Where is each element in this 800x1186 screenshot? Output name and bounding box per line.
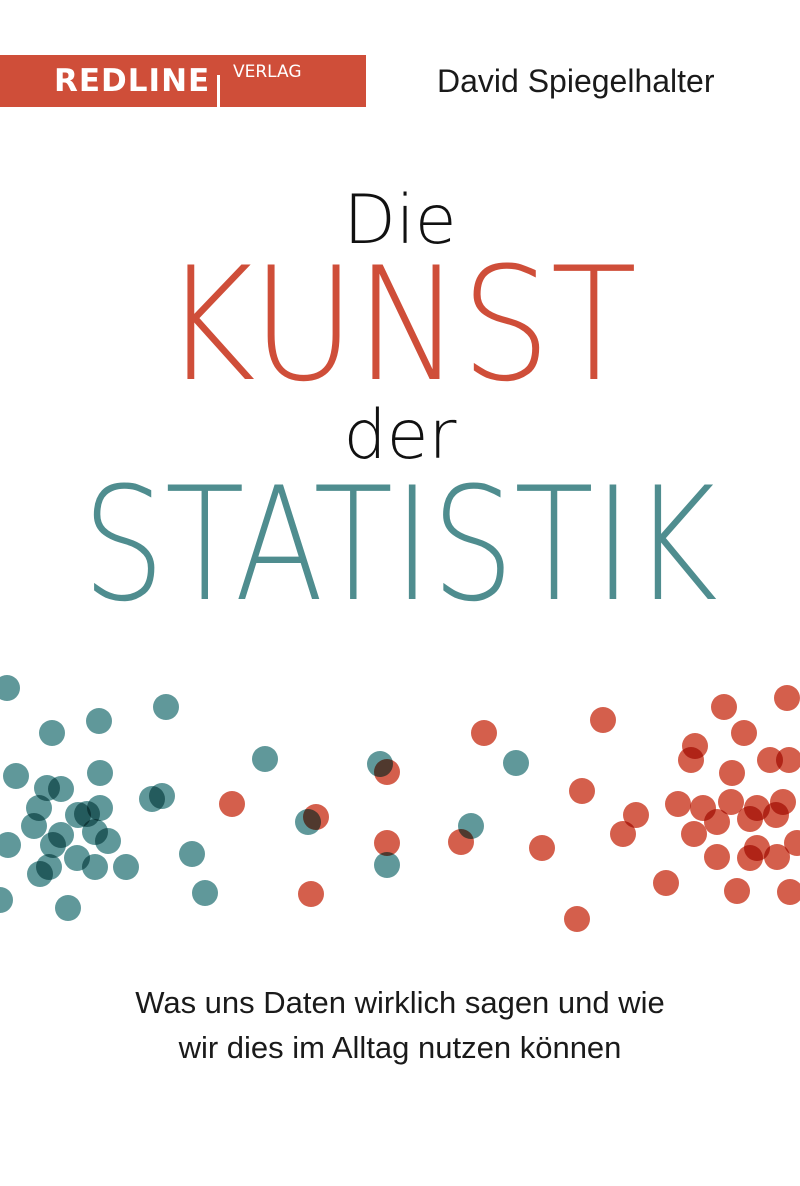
red-dot: [719, 760, 745, 786]
subtitle-line-2: wir dies im Alltag nutzen können: [178, 1030, 622, 1065]
publisher-imprint: VERLAG: [233, 62, 302, 82]
teal-dot: [48, 776, 74, 802]
red-dot: [623, 802, 649, 828]
title-line-kunst: KUNST: [163, 234, 637, 417]
red-dot: [529, 835, 555, 861]
author-name: David Spiegelhalter: [437, 63, 715, 99]
publisher-logo: REDLINE VERLAG: [0, 55, 366, 107]
red-dot: [737, 845, 763, 871]
title-line-statistik: STATISTIK: [82, 454, 718, 637]
red-dot: [763, 802, 789, 828]
logo-divider: [217, 75, 220, 107]
red-dot: [564, 906, 590, 932]
red-dot: [590, 707, 616, 733]
teal-dot: [153, 694, 179, 720]
red-dot: [298, 881, 324, 907]
teal-dot: [179, 841, 205, 867]
teal-dot: [82, 854, 108, 880]
red-dot: [665, 791, 691, 817]
red-dot: [777, 879, 800, 905]
red-dot: [774, 685, 800, 711]
red-dot: [704, 844, 730, 870]
red-dot: [704, 809, 730, 835]
teal-dot: [55, 895, 81, 921]
red-dot: [757, 747, 783, 773]
red-dot: [737, 806, 763, 832]
publisher-name: REDLINE: [54, 63, 211, 99]
red-dot: [374, 759, 400, 785]
red-dot: [724, 878, 750, 904]
red-dot: [653, 870, 679, 896]
red-dot: [471, 720, 497, 746]
teal-dot: [503, 750, 529, 776]
teal-dot: [0, 675, 20, 701]
teal-dot: [40, 832, 66, 858]
red-dot: [303, 804, 329, 830]
teal-dot: [3, 763, 29, 789]
red-dot: [776, 747, 800, 773]
teal-dot: [87, 760, 113, 786]
subtitle-line-1: Was uns Daten wirklich sagen und wie: [135, 985, 665, 1020]
teal-dot: [149, 783, 175, 809]
red-dot: [711, 694, 737, 720]
red-dot: [678, 747, 704, 773]
teal-dot: [0, 832, 21, 858]
teal-dot: [252, 746, 278, 772]
red-dot: [219, 791, 245, 817]
dot-illustration: [0, 675, 800, 932]
teal-dot: [192, 880, 218, 906]
red-dot: [718, 789, 744, 815]
teal-dot: [39, 720, 65, 746]
teal-dot: [27, 861, 53, 887]
red-dot: [610, 821, 636, 847]
red-dot: [448, 829, 474, 855]
teal-dot: [21, 813, 47, 839]
subtitle: Was uns Daten wirklich sagen und wie wir…: [0, 980, 800, 1070]
title-line-die: Die: [343, 181, 457, 260]
teal-dot: [374, 852, 400, 878]
red-dot: [374, 830, 400, 856]
title-line-der: der: [343, 396, 457, 475]
red-dot: [764, 844, 790, 870]
teal-dot: [113, 854, 139, 880]
teal-dot: [0, 887, 13, 913]
red-dot: [681, 821, 707, 847]
red-dot: [731, 720, 757, 746]
teal-dot: [95, 828, 121, 854]
red-dot: [569, 778, 595, 804]
red-dot: [784, 830, 800, 856]
teal-dot: [86, 708, 112, 734]
